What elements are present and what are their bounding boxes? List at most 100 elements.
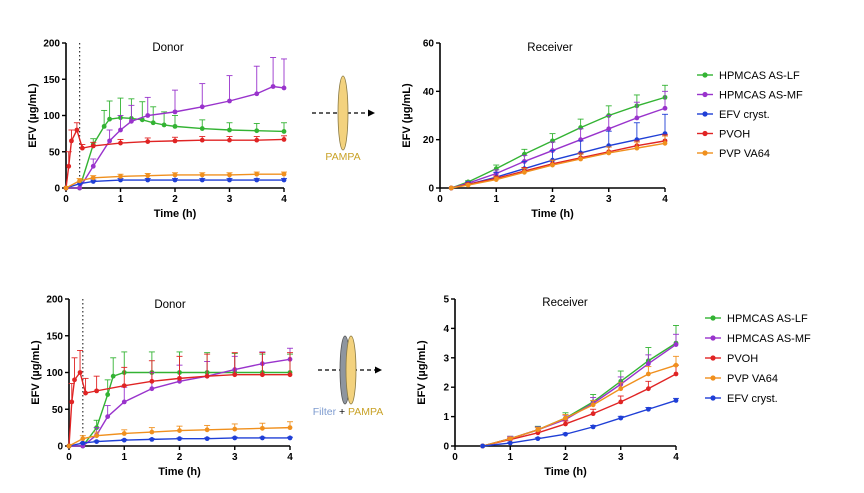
- data-point: [63, 185, 69, 191]
- x-tick-label: 1: [118, 194, 124, 205]
- data-point: [563, 415, 568, 421]
- data-point: [101, 123, 107, 129]
- x-tick-label: 4: [281, 194, 287, 205]
- y-tick-label: 100: [46, 368, 63, 379]
- data-point: [199, 177, 205, 183]
- legend-1: HPMCAS AS-LF HPMCAS AS-MF EFV cryst. PVOH PV…: [697, 70, 803, 160]
- data-point: [287, 372, 293, 378]
- series-line: [451, 96, 666, 189]
- data-point: [281, 129, 287, 134]
- data-point: [172, 177, 178, 183]
- data-point: [448, 185, 454, 191]
- data-point: [287, 425, 293, 431]
- data-point: [480, 443, 486, 449]
- data-point: [94, 388, 100, 394]
- data-point: [79, 145, 85, 151]
- data-point: [590, 411, 596, 417]
- series-line: [482, 373, 677, 447]
- y-tick-label: 4: [443, 324, 449, 335]
- chart-panel-2: 0 20 40 60 0 1 2 3 4 Time (h) EFV (µg/mL) Receiver: [401, 39, 668, 221]
- x-tick-label: 0: [66, 452, 72, 463]
- x-tick-label: 3: [606, 194, 612, 205]
- series-pvp-va64: [448, 135, 668, 191]
- data-point: [172, 172, 178, 178]
- data-point: [139, 117, 145, 123]
- legend-label: HPMCAS AS-MF: [727, 333, 811, 345]
- data-point: [94, 433, 100, 439]
- y-tick-label: 1: [443, 412, 449, 423]
- y-tick-label: 50: [49, 147, 61, 158]
- data-point: [177, 375, 182, 381]
- data-point: [121, 431, 127, 436]
- data-point: [259, 372, 265, 378]
- legend-label: HPMCAS AS-LF: [719, 70, 800, 82]
- legend-label: PVOH: [719, 129, 750, 141]
- series-line: [482, 399, 677, 447]
- schematic-label: Filter + PAMPA: [313, 406, 384, 418]
- series-hpmcas-as-lf: [448, 84, 668, 191]
- data-point: [145, 113, 151, 118]
- series-efv-cryst-: [63, 177, 287, 191]
- y-tick-label: 40: [423, 87, 435, 98]
- data-point: [121, 437, 127, 443]
- data-point: [149, 378, 155, 384]
- series-hpmcas-as-mf: [63, 57, 287, 191]
- data-point: [634, 115, 640, 121]
- y-tick-label: 2: [443, 383, 449, 394]
- data-point: [673, 371, 679, 377]
- legend-label: PVP VA64: [719, 148, 770, 160]
- x-axis-title: Time (h): [544, 466, 587, 478]
- data-point: [254, 91, 260, 97]
- series-line: [68, 437, 290, 447]
- data-point: [69, 138, 74, 144]
- data-point: [77, 185, 83, 191]
- data-point: [149, 436, 155, 442]
- legend-label: PVP VA64: [727, 373, 778, 385]
- y-tick-label: 0: [428, 184, 434, 195]
- y-tick-label: 0: [54, 184, 60, 195]
- data-point: [77, 370, 83, 375]
- data-point: [204, 436, 210, 442]
- data-point: [204, 373, 210, 379]
- data-point: [578, 156, 584, 162]
- data-point: [90, 163, 96, 169]
- data-point: [590, 424, 596, 430]
- data-point: [618, 399, 624, 405]
- chart-panel-1: 0 50 100 150 200 0 1 2 3 4 Time (h) EFV (µg/mL) Dono…: [27, 39, 287, 221]
- data-point: [80, 436, 86, 442]
- data-point: [563, 431, 568, 437]
- data-point: [177, 436, 182, 442]
- data-point: [232, 435, 238, 441]
- data-point: [281, 171, 287, 177]
- arrow-head-icon: [375, 366, 382, 374]
- data-point: [66, 443, 72, 449]
- data-point: [72, 377, 77, 383]
- x-tick-label: 1: [507, 452, 513, 463]
- data-point: [465, 182, 471, 188]
- data-point: [227, 98, 232, 104]
- data-point: [232, 372, 238, 378]
- y-tick-label: 60: [423, 39, 435, 50]
- data-point: [227, 177, 232, 183]
- data-point: [80, 440, 86, 446]
- chart-title: Receiver: [542, 297, 588, 309]
- x-tick-label: 0: [437, 194, 443, 205]
- data-point: [83, 390, 88, 396]
- x-tick-label: 4: [673, 452, 679, 463]
- data-point: [662, 140, 668, 146]
- legend-marker-dot: [710, 375, 716, 381]
- data-point: [204, 427, 210, 433]
- pampa-membrane-icon: [337, 75, 349, 151]
- legend-marker-dot: [710, 395, 716, 401]
- x-tick-label: 4: [662, 194, 668, 205]
- y-tick-label: 150: [43, 75, 60, 86]
- chart-panel-4: 0 1 2 3 4 5 0 1 2 3 4 Time (h) EFV (µg/mL) Receiver: [416, 295, 679, 479]
- schematic-label-part: +: [336, 406, 348, 418]
- data-point: [199, 126, 205, 131]
- legend-marker-dot: [710, 355, 716, 361]
- data-point: [563, 421, 568, 427]
- data-point: [645, 361, 651, 367]
- data-point: [606, 126, 612, 132]
- x-tick-label: 3: [618, 452, 624, 463]
